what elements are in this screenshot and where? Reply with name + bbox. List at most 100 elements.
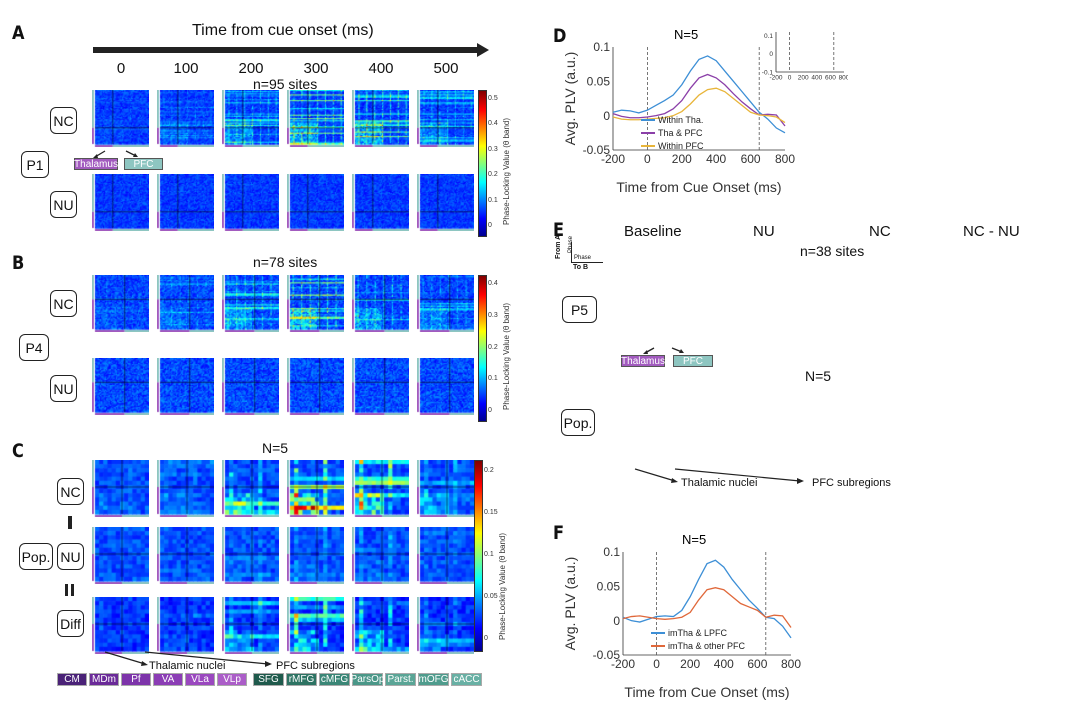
panel-b-subtitle: n=78 sites [253, 254, 318, 270]
row-label-b-nc: NC [50, 290, 77, 317]
c-region-parsop: ParsOp [350, 673, 385, 686]
pfc-subregions-label-e: PFC subregions [812, 477, 891, 489]
col-title-nu: NU [753, 223, 775, 240]
x-tick-label: 400 [811, 75, 822, 82]
panel-e-subtitle-top: n=38 sites [800, 243, 865, 259]
matrix-canvas [157, 358, 214, 415]
time-axis-title: Time from cue onset (ms) [192, 22, 374, 39]
matrix-b-nc-0 [92, 275, 149, 332]
matrix-c-nc-1 [157, 460, 214, 517]
matrix-canvas [287, 597, 344, 654]
matrix-canvas [417, 358, 474, 415]
matrix-a-nu-2 [222, 174, 279, 231]
legend-label: Within PFC [658, 141, 704, 151]
group-label-a-p1: P1 [21, 151, 49, 178]
colorbar-tick: 0.2 [484, 467, 494, 475]
matrix-canvas [92, 460, 149, 517]
y-tick-label: 0 [613, 614, 620, 628]
matrix-canvas [92, 174, 149, 231]
panel-letter-b: B [12, 252, 25, 274]
matrix-c-nu-4 [352, 527, 409, 584]
time-tick-200: 200 [238, 60, 264, 77]
matrix-canvas [352, 358, 409, 415]
c-region-sfg: SFG [253, 673, 284, 686]
group-label-c-pop: Pop. [19, 543, 53, 570]
series-line-1 [622, 587, 792, 628]
x-tick-label: 400 [706, 152, 726, 166]
matrix-a-nc-1 [157, 90, 214, 147]
matrix-a-nc-0 [92, 90, 149, 147]
matrix-c-diff-1 [157, 597, 214, 654]
c-region-cacc: cACC [451, 673, 482, 686]
matrix-b-nu-2 [222, 358, 279, 415]
panel-a-subtitle: n=95 sites [253, 76, 318, 92]
matrix-canvas [287, 460, 344, 517]
minus-operator [68, 516, 72, 529]
panel-c-annotation-arrows [104, 651, 272, 667]
matrix-canvas [92, 527, 149, 584]
pfc-subregions-label-c: PFC subregions [276, 660, 355, 672]
matrix-canvas [417, 174, 474, 231]
panel-e-annotation-arrows [634, 468, 804, 484]
c-region-rmfg: rMFG [286, 673, 317, 686]
matrix-a-nc-4 [352, 90, 409, 147]
c-region-pf: Pf [121, 673, 151, 686]
axis-horizontal-line [571, 262, 603, 263]
x-tick-label: 200 [672, 152, 692, 166]
matrix-c-nc-5 [417, 460, 474, 517]
matrix-a-nc-2 [222, 90, 279, 147]
matrix-canvas [92, 275, 149, 332]
matrix-canvas [222, 90, 279, 147]
axis-phase-horizontal-label: Phase [574, 255, 592, 261]
matrix-canvas [222, 358, 279, 415]
x-tick-label: 600 [747, 657, 767, 671]
row-label-c-nc: NC [57, 478, 84, 505]
colorbar-tick: 0.4 [488, 120, 498, 128]
matrix-canvas [157, 275, 214, 332]
colorbar-tick: 0.1 [484, 551, 494, 558]
matrix-a-nu-0 [92, 174, 149, 231]
matrix-canvas [157, 527, 214, 584]
panel-c-subtitle: N=5 [262, 440, 289, 456]
y-axis-label: Avg. PLV (a.u.) [562, 557, 578, 651]
matrix-canvas [222, 527, 279, 584]
matrix-canvas [287, 527, 344, 584]
col-title-baseline: Baseline [624, 223, 682, 240]
matrix-canvas [157, 460, 214, 517]
time-tick-500: 500 [433, 60, 459, 77]
x-tick-label: 200 [680, 657, 700, 671]
matrix-c-nu-3 [287, 527, 344, 584]
y-tick-label: 0.05 [587, 75, 611, 89]
c-region-cmfg: cMFG [319, 673, 350, 686]
matrix-a-nu-5 [417, 174, 474, 231]
x-tick-label: 600 [825, 75, 836, 82]
matrix-b-nc-3 [287, 275, 344, 332]
legend-label: imTha & other PFC [668, 641, 746, 651]
chart-title: N=5 [674, 27, 698, 42]
colorbar-c [474, 460, 483, 652]
col-title-nc: NC [869, 223, 891, 240]
panel-e-subtitle-pop: N=5 [805, 368, 832, 384]
row-label-e-p5: P5 [562, 296, 597, 323]
colorbar-label: Phase-Locking Value (θ band) [502, 117, 511, 225]
legend-label: imTha & LPFC [668, 628, 728, 638]
y-tick-label: 0.1 [593, 40, 610, 54]
matrix-c-diff-4 [352, 597, 409, 654]
colorbar-label: Phase-Locking Value (θ band) [498, 532, 507, 640]
x-tick-label: 600 [741, 152, 761, 166]
region-label-thalamus-e: Thalamus [621, 355, 665, 367]
matrix-canvas [222, 597, 279, 654]
c-region-mdm: MDm [89, 673, 119, 686]
matrix-c-nu-2 [222, 527, 279, 584]
thalamic-nuclei-label-c: Thalamic nuclei [149, 660, 226, 672]
colorbar-tick: 0.2 [488, 171, 498, 179]
colorbar-label: Phase-Locking Value (θ band) [502, 302, 511, 410]
matrix-canvas [157, 90, 214, 147]
matrix-b-nc-5 [417, 275, 474, 332]
equals-operator-bar-2 [71, 584, 74, 596]
colorbar-tick: 0.2 [488, 343, 498, 351]
matrix-canvas [157, 597, 214, 654]
region-label-thalamus: Thalamus [74, 158, 118, 170]
matrix-canvas [352, 275, 409, 332]
matrix-canvas [157, 174, 214, 231]
